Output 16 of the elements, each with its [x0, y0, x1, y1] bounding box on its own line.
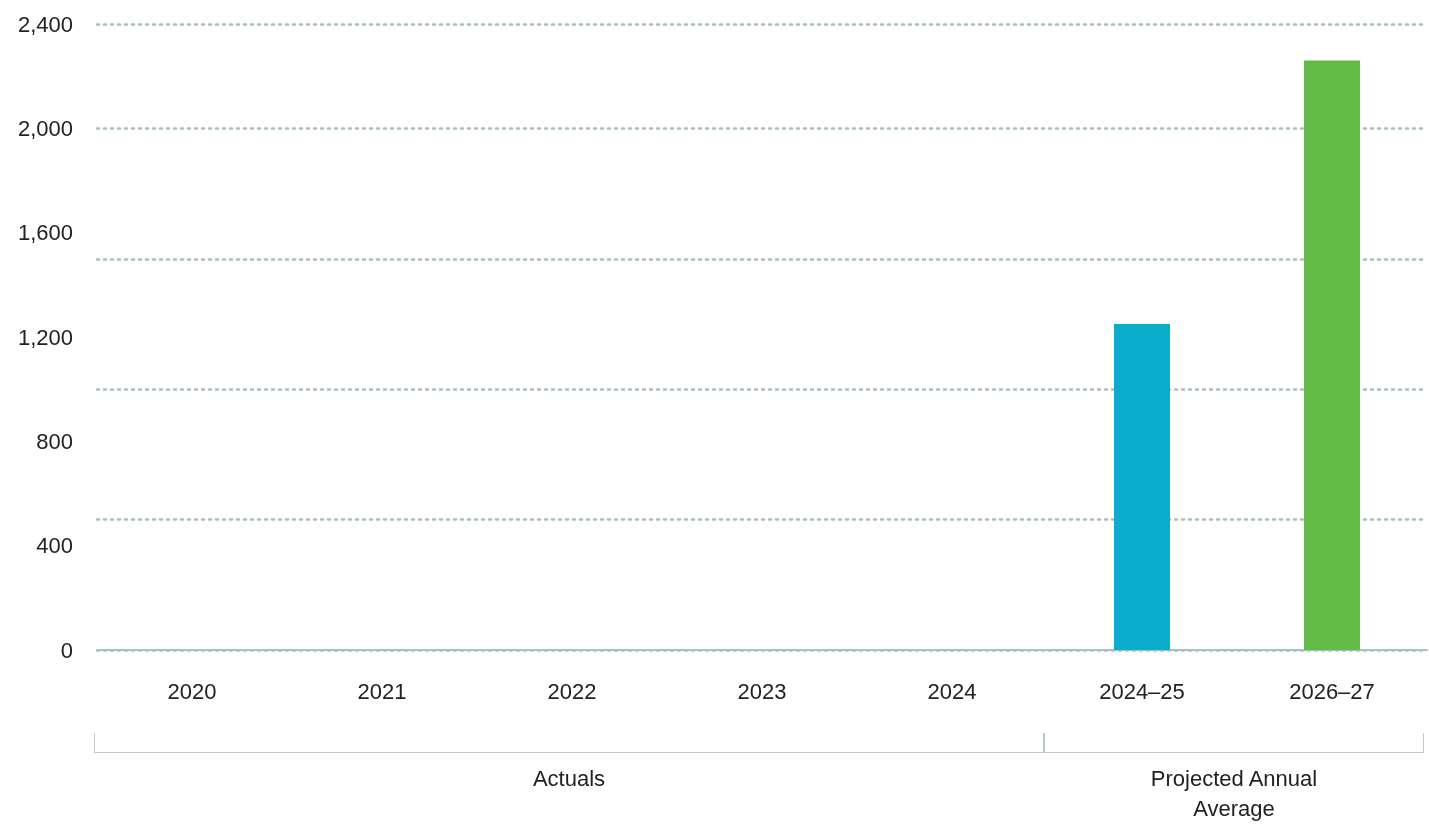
x-tick-label: 2022 — [547, 678, 597, 704]
x-tick-label: 2021 — [357, 678, 407, 704]
y-tick-label: 0 — [60, 637, 73, 663]
x-tick-label: 2024 — [927, 678, 977, 704]
y-tick-label: 1,200 — [17, 324, 73, 350]
text: Actuals — [531, 765, 607, 793]
x-tick-label: 2024–25 — [1099, 678, 1185, 704]
y-tick-label: 1,600 — [17, 220, 73, 246]
x-tick-label: 2023 — [737, 678, 787, 704]
y-tick-label: 800 — [36, 428, 73, 454]
y-tick-label: 2,400 — [17, 11, 73, 37]
y-tick-label: 2,000 — [17, 115, 73, 141]
y-tick-label: 400 — [36, 533, 73, 559]
text: Projected Annual Average — [1149, 765, 1319, 823]
x-tick-label: 2020 — [167, 678, 217, 704]
x-tick-label: 2026–27 — [1289, 678, 1375, 704]
